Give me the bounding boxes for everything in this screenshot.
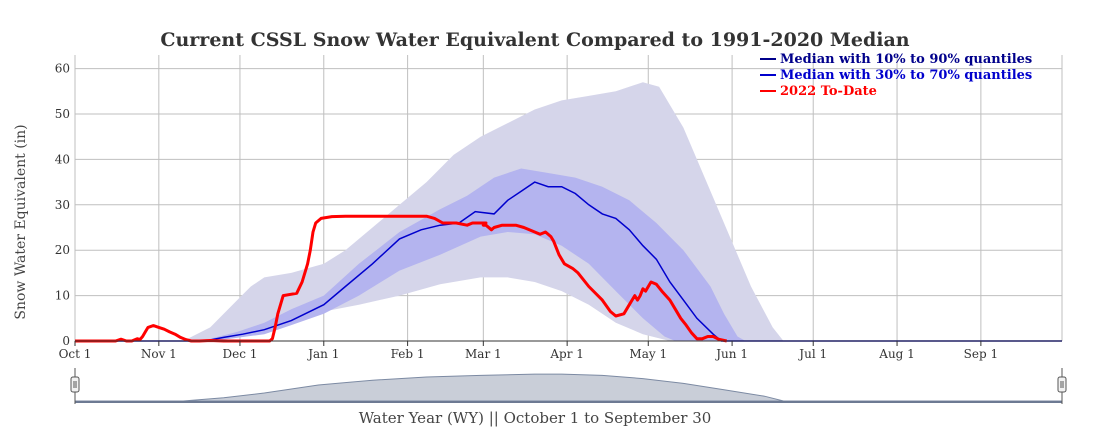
y-tick-label: 10 xyxy=(55,289,70,303)
handle-grip[interactable] xyxy=(1057,376,1067,393)
x-tick-label: Dec 1 xyxy=(222,347,257,361)
x-tick-label: Sep 1 xyxy=(964,347,998,361)
x-tick-label: Jan 1 xyxy=(306,347,339,361)
navigator-area xyxy=(75,373,1062,402)
legend-label: Median with 10% to 90% quantiles xyxy=(780,52,1032,67)
x-tick-label: Jun 1 xyxy=(714,347,748,361)
legend-item[interactable]: Median with 10% to 90% quantiles xyxy=(760,52,1032,67)
y-tick-label: 20 xyxy=(55,243,70,257)
navigator-right-handle[interactable] xyxy=(1057,368,1067,404)
y-tick-label: 50 xyxy=(55,107,70,121)
band-30-70-quantiles xyxy=(75,168,1062,341)
legend-item[interactable]: Median with 30% to 70% quantiles xyxy=(760,68,1032,83)
legend-label: 2022 To-Date xyxy=(780,84,877,99)
median-line xyxy=(75,181,1062,342)
y-tick-label: 40 xyxy=(55,152,70,166)
chart-title: Current CSSL Snow Water Equivalent Compa… xyxy=(160,29,909,51)
x-axis-label: Water Year (WY) || October 1 to Septembe… xyxy=(359,409,712,427)
y-tick-label: 30 xyxy=(55,198,70,212)
range-navigator[interactable] xyxy=(70,368,1067,404)
legend-item[interactable]: 2022 To-Date xyxy=(760,84,877,99)
x-tick-label: Nov 1 xyxy=(141,347,177,361)
x-tick-label: May 1 xyxy=(629,347,667,361)
current-2022-line xyxy=(75,214,728,343)
x-tick-label: Jul 1 xyxy=(797,347,827,361)
x-axis-ticks: Oct 1 Nov 1 Dec 1 Jan 1 Feb 1 Mar 1 Apr 1 May 1… xyxy=(59,341,998,361)
y-axis-ticks: 0 10 20 30 40 50 60 xyxy=(55,62,70,348)
y-tick-label: 0 xyxy=(62,334,70,348)
x-tick-label: Apr 1 xyxy=(549,347,584,361)
y-axis-label: Snow Water Equivalent (in) xyxy=(13,124,29,319)
x-tick-label: Aug 1 xyxy=(878,347,915,361)
plot-area: 0 10 20 30 40 50 60 Oct 1 Nov 1 Dec 1 Jan 1 Feb 1 M… xyxy=(55,55,1063,361)
legend-label: Median with 30% to 70% quantiles xyxy=(780,68,1032,83)
x-tick-label: Feb 1 xyxy=(391,347,425,361)
handle-grip[interactable] xyxy=(70,376,80,393)
navigator-left-handle[interactable] xyxy=(70,368,80,404)
x-tick-label: Oct 1 xyxy=(59,347,92,361)
y-tick-label: 60 xyxy=(55,62,70,76)
x-tick-label: Mar 1 xyxy=(465,347,502,361)
